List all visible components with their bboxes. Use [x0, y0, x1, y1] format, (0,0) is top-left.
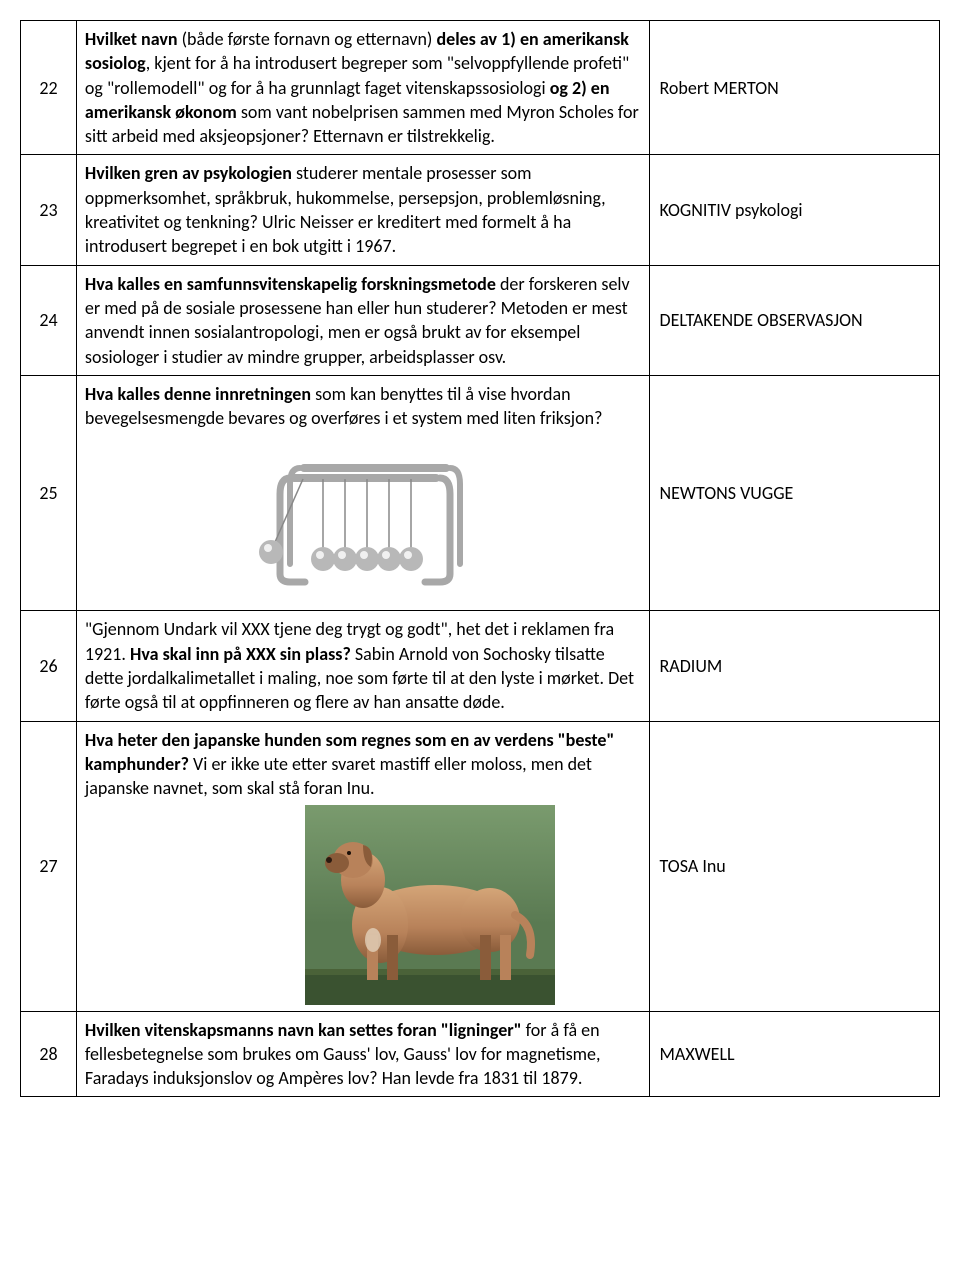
- question-cell: Hva kalles denne innretningen som kan be…: [76, 375, 649, 611]
- answer-cell: DELTAKENDE OBSERVASJON: [649, 265, 939, 375]
- question-text: "Gjennom Undark vil XXX tjene deg trygt …: [85, 618, 634, 713]
- answer-cell: RADIUM: [649, 611, 939, 721]
- question-text: Hva kalles denne innretningen som kan be…: [85, 383, 602, 429]
- question-cell: Hva heter den japanske hunden som regnes…: [76, 721, 649, 1011]
- question-cell: Hvilken gren av psykologien studerer men…: [76, 155, 649, 265]
- answer-cell: KOGNITIV psykologi: [649, 155, 939, 265]
- question-number: 24: [21, 265, 77, 375]
- question-number: 23: [21, 155, 77, 265]
- question-number: 28: [21, 1011, 77, 1097]
- question-number: 26: [21, 611, 77, 721]
- answer-cell: NEWTONS VUGGE: [649, 375, 939, 611]
- quiz-table: 22Hvilket navn (både første fornavn og e…: [20, 20, 940, 1097]
- question-text: Hvilken vitenskapsmanns navn kan settes …: [85, 1019, 601, 1090]
- quiz-row: 26"Gjennom Undark vil XXX tjene deg tryg…: [21, 611, 940, 721]
- answer-cell: TOSA Inu: [649, 721, 939, 1011]
- question-cell: Hva kalles en samfunnsvitenskapelig fors…: [76, 265, 649, 375]
- quiz-row: 25Hva kalles denne innretningen som kan …: [21, 375, 940, 611]
- answer-cell: Robert MERTON: [649, 21, 939, 155]
- quiz-row: 28Hvilken vitenskapsmanns navn kan sette…: [21, 1011, 940, 1097]
- quiz-row: 27Hva heter den japanske hunden som regn…: [21, 721, 940, 1011]
- question-cell: Hvilken vitenskapsmanns navn kan settes …: [76, 1011, 649, 1097]
- tosa-dog-image: [305, 805, 555, 1005]
- question-text: Hva kalles en samfunnsvitenskapelig fors…: [85, 273, 630, 368]
- question-number: 22: [21, 21, 77, 155]
- question-text: Hvilket navn (både første fornavn og ett…: [85, 28, 639, 147]
- quiz-row: 23Hvilken gren av psykologien studerer m…: [21, 155, 940, 265]
- quiz-row: 22Hvilket navn (både første fornavn og e…: [21, 21, 940, 155]
- question-text: Hvilken gren av psykologien studerer men…: [85, 162, 606, 257]
- question-number: 25: [21, 375, 77, 611]
- question-number: 27: [21, 721, 77, 1011]
- question-cell: "Gjennom Undark vil XXX tjene deg trygt …: [76, 611, 649, 721]
- newtons-cradle-image: [245, 434, 475, 604]
- answer-cell: MAXWELL: [649, 1011, 939, 1097]
- quiz-row: 24Hva kalles en samfunnsvitenskapelig fo…: [21, 265, 940, 375]
- question-cell: Hvilket navn (både første fornavn og ett…: [76, 21, 649, 155]
- question-text: Hva heter den japanske hunden som regnes…: [85, 729, 614, 800]
